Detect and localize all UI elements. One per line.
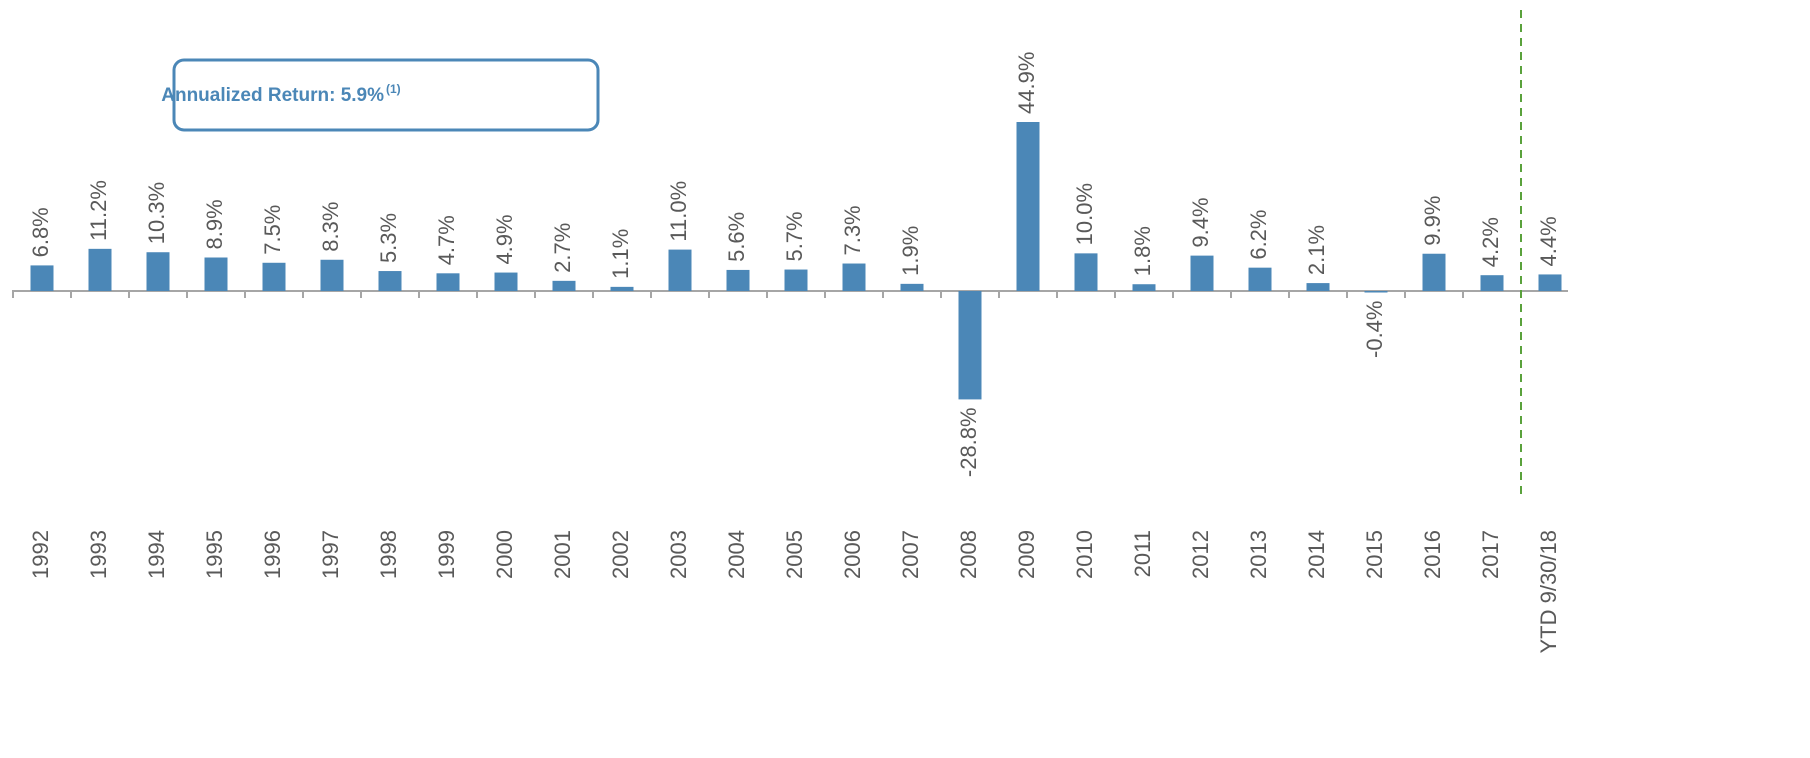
bar: [320, 259, 344, 291]
bar: [1364, 291, 1388, 293]
x-tick-label: 2005: [782, 530, 807, 579]
value-label: 4.9%: [492, 214, 517, 264]
bar: [1248, 267, 1272, 291]
x-tick-label: 1998: [376, 530, 401, 579]
bar: [1480, 275, 1504, 291]
value-label: 10.3%: [144, 182, 169, 244]
bar: [1306, 283, 1330, 291]
bar: [1538, 274, 1562, 291]
value-label: 5.7%: [782, 211, 807, 261]
x-tick-label: 1993: [86, 530, 111, 579]
x-tick-label: 1992: [28, 530, 53, 579]
x-tick-label: 2007: [898, 530, 923, 579]
annotation: Annualized Return: 5.9%: [161, 85, 384, 106]
value-label: 11.2%: [86, 180, 111, 241]
value-label: 1.8%: [1130, 226, 1155, 276]
value-label: 6.8%: [28, 207, 53, 257]
x-tick-label: 2008: [956, 530, 981, 579]
value-label: 2.7%: [550, 223, 575, 273]
bar: [784, 269, 808, 291]
x-tick-label: 2011: [1130, 530, 1155, 577]
x-tick-label: 1994: [144, 530, 169, 579]
x-tick-label: 2013: [1246, 530, 1271, 579]
bar: [146, 252, 170, 291]
bar: [1016, 122, 1040, 291]
value-label: 44.9%: [1014, 52, 1039, 114]
bar: [378, 271, 402, 291]
x-tick-label: 2004: [724, 530, 749, 579]
bar: [262, 262, 286, 291]
bar: [204, 257, 228, 291]
value-label: -0.4%: [1362, 301, 1387, 358]
x-tick-label: 1995: [202, 530, 227, 579]
value-label: 7.5%: [260, 205, 285, 255]
value-label: 4.2%: [1478, 217, 1503, 267]
value-label: 4.4%: [1536, 216, 1561, 266]
value-label: -28.8%: [956, 407, 981, 477]
value-label: 9.9%: [1420, 196, 1445, 246]
bar: [30, 265, 54, 291]
x-tick-label: 1999: [434, 530, 459, 579]
value-label: 9.4%: [1188, 197, 1213, 247]
bar: [88, 248, 112, 291]
value-label: 5.3%: [376, 213, 401, 263]
x-tick-label: 2002: [608, 530, 633, 579]
x-tick-label: 2003: [666, 530, 691, 579]
value-label: 6.2%: [1246, 210, 1271, 260]
value-label: 10.0%: [1072, 183, 1097, 245]
bar: [494, 272, 518, 291]
value-label: 7.3%: [840, 205, 865, 255]
x-tick-label: 2001: [550, 530, 575, 579]
x-tick-label: 2017: [1478, 530, 1503, 579]
bar: [726, 269, 750, 291]
bar: [842, 263, 866, 291]
bar: [1190, 255, 1214, 291]
value-label: 11.0%: [666, 181, 691, 242]
x-tick-label: 2014: [1304, 530, 1329, 579]
bar: [552, 280, 576, 291]
x-tick-label: 1997: [318, 530, 343, 579]
bar: [958, 291, 982, 400]
value-label: 2.1%: [1304, 225, 1329, 275]
x-tick-label: 2016: [1420, 530, 1445, 579]
bar: [436, 273, 460, 291]
x-tick-label: 2009: [1014, 530, 1039, 579]
x-tick-label: 2015: [1362, 530, 1387, 579]
bar: [900, 283, 924, 291]
x-tick-label: 2000: [492, 530, 517, 579]
annotation-box: [172, 58, 600, 132]
bar: [668, 249, 692, 291]
value-label: 1.9%: [898, 226, 923, 276]
bar: [1074, 253, 1098, 291]
value-label: 1.1%: [608, 229, 633, 279]
x-tick-label: 2006: [840, 530, 865, 579]
x-tick-label: YTD 9/30/18: [1536, 530, 1561, 654]
value-label: 8.9%: [202, 199, 227, 249]
annotation-note: (1): [386, 82, 401, 96]
x-tick-label: 2012: [1188, 530, 1213, 579]
value-label: 5.6%: [724, 212, 749, 262]
value-label: 8.3%: [318, 202, 343, 252]
x-tick-label: 1996: [260, 530, 285, 579]
bar: [610, 286, 634, 291]
x-tick-label: 2010: [1072, 530, 1097, 579]
bar: [1132, 284, 1156, 291]
bar: [1422, 253, 1446, 291]
value-label: 4.7%: [434, 215, 459, 265]
